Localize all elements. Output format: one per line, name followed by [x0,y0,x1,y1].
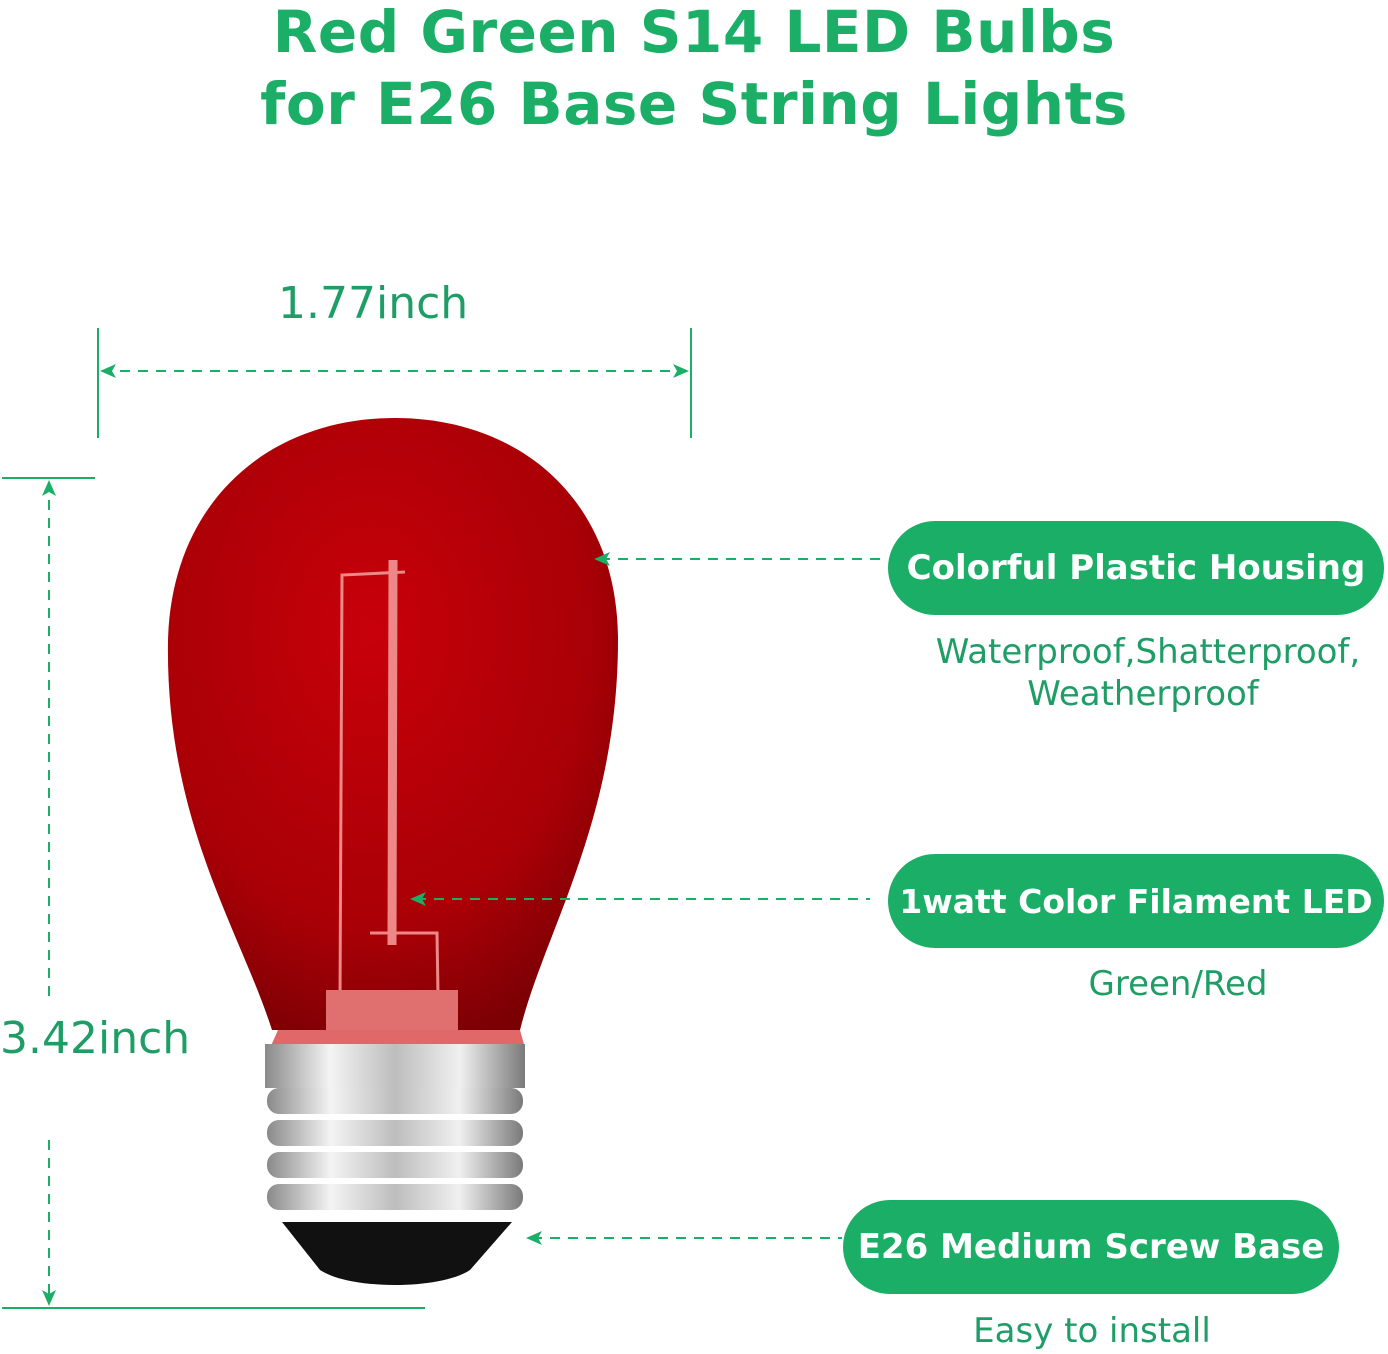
screw-base [265,1044,525,1285]
title-line-1: Red Green S14 LED Bulbs [272,0,1116,66]
feature-base-badge: E26 Medium Screw Base [843,1200,1339,1294]
feature-filament-desc: Green/Red [1088,964,1268,1004]
pointer-lines [410,552,885,1245]
width-label: 1.77inch [278,278,469,329]
product-title: Red Green S14 LED Bulbs for E26 Base Str… [0,0,1388,140]
feature-filament-badge: 1watt Color Filament LED [888,854,1384,948]
feature-base-desc: Easy to install [973,1311,1211,1351]
desc-line: Waterproof,Shatterproof, [935,632,1361,672]
filament [338,559,440,1001]
filament-mount [326,990,458,1030]
feature-housing-desc: Waterproof,Shatterproof, Weatherproof [888,631,1388,715]
desc-line: Weatherproof [1027,674,1259,714]
width-dimension-line [97,328,692,438]
height-label: 3.42inch [0,1013,191,1064]
feature-housing-badge: Colorful Plastic Housing [888,521,1384,615]
bulb-neck [270,1030,525,1048]
height-dimension-line [2,477,425,1309]
title-line-2: for E26 Base String Lights [260,70,1128,138]
